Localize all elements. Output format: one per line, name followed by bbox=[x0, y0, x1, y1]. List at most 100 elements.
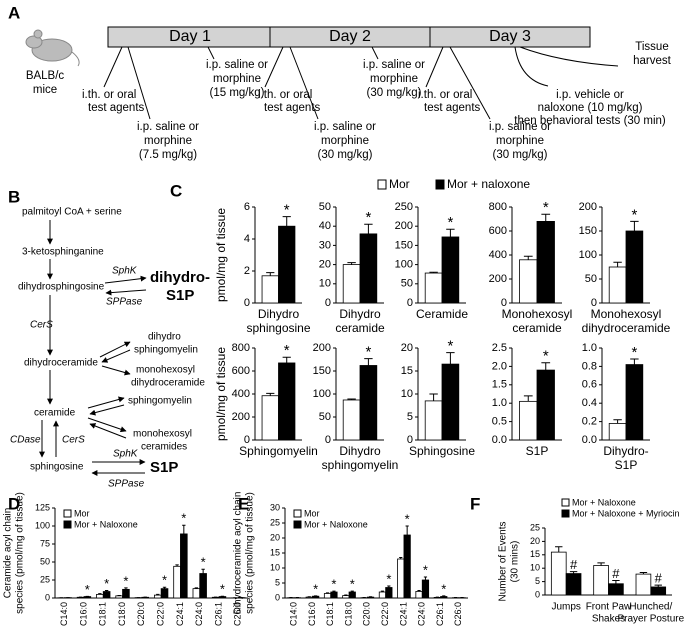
significance-marker: * bbox=[441, 581, 446, 596]
y-tick-label: 0 bbox=[535, 589, 540, 599]
y-tick-label: 30 bbox=[319, 239, 331, 251]
x-tick-label: Dihydro bbox=[258, 307, 300, 321]
timeline-leaders bbox=[103, 46, 619, 120]
pathway-node: sphingosine bbox=[30, 462, 84, 473]
pathway-node: ceramides bbox=[141, 442, 187, 453]
bar bbox=[278, 362, 296, 441]
bar bbox=[608, 423, 627, 441]
y-tick-label: 150 bbox=[579, 225, 597, 237]
error-bar bbox=[194, 587, 199, 589]
y-tick-label: 100 bbox=[35, 520, 50, 530]
bar bbox=[650, 586, 667, 596]
legend-label: Mor bbox=[74, 508, 90, 518]
error-bar bbox=[350, 590, 354, 592]
y-axis-label: Number of Events bbox=[498, 521, 509, 601]
y-tick-label: 100 bbox=[395, 259, 413, 271]
bar bbox=[565, 573, 582, 596]
y-tick-label: 0.0 bbox=[492, 434, 507, 446]
error-bar bbox=[630, 220, 639, 231]
bar bbox=[625, 364, 644, 441]
x-tick-label: C26:1 bbox=[435, 602, 445, 626]
x-tick-label: C20:0 bbox=[362, 602, 372, 626]
bar bbox=[441, 236, 460, 304]
bar bbox=[519, 400, 538, 441]
pathway-node: dihydroceramide bbox=[131, 378, 205, 389]
legend-swatch bbox=[561, 509, 570, 518]
error-bar bbox=[446, 228, 455, 237]
error-bar bbox=[399, 557, 403, 559]
significance-marker: * bbox=[331, 577, 336, 592]
y-axis-label: (30 mins) bbox=[510, 541, 521, 583]
legend-label: Mor bbox=[304, 508, 320, 518]
error-bar bbox=[654, 584, 662, 587]
significance-marker: * bbox=[631, 206, 637, 223]
panel-label: C bbox=[170, 181, 182, 200]
error-bar bbox=[332, 590, 336, 592]
y-tick-label: 4 bbox=[244, 233, 250, 245]
y-tick-label: 200 bbox=[579, 201, 597, 213]
y-tick-label: 10 bbox=[270, 562, 280, 572]
significance-marker: * bbox=[350, 577, 355, 592]
y-tick-label: 600 bbox=[232, 365, 250, 377]
y-tick-label: 400 bbox=[232, 388, 250, 400]
error-bar bbox=[442, 595, 446, 597]
pathway-node: monohexosyl bbox=[136, 365, 195, 376]
error-bar bbox=[423, 576, 428, 580]
error-bar bbox=[162, 586, 167, 589]
note: (7.5 mg/kg) bbox=[139, 149, 197, 161]
bar bbox=[261, 395, 279, 441]
y-tick-label: 600 bbox=[489, 225, 507, 237]
panel-label: F bbox=[470, 494, 480, 513]
x-tick-label: C24:0 bbox=[194, 602, 204, 626]
y-tick-label: 2 bbox=[244, 265, 250, 277]
enzyme: SPPase bbox=[106, 297, 143, 308]
enzyme: SphK bbox=[113, 449, 139, 460]
y-tick-label: 0 bbox=[244, 297, 250, 309]
pathway-node: S1P bbox=[166, 287, 194, 304]
pathway-node: 3-ketosphinganine bbox=[22, 247, 104, 258]
enzyme: CerS bbox=[62, 435, 85, 446]
y-tick-label: 30 bbox=[270, 502, 280, 512]
bar bbox=[441, 363, 460, 441]
bar bbox=[415, 591, 423, 599]
legend-swatch bbox=[63, 509, 72, 518]
significance-marker: * bbox=[365, 344, 371, 361]
bar bbox=[261, 275, 279, 304]
day-label: Day 1 bbox=[169, 28, 211, 45]
bar bbox=[199, 573, 207, 599]
y-tick-label: 0 bbox=[45, 592, 50, 602]
x-tick-label: C16:0 bbox=[78, 602, 88, 626]
error-bar bbox=[380, 590, 385, 592]
error-bar bbox=[446, 352, 455, 365]
bar bbox=[192, 588, 201, 599]
error-bar bbox=[98, 593, 102, 595]
x-tick-label: ceramide bbox=[512, 321, 562, 335]
x-tick-label: C20:0 bbox=[136, 602, 146, 626]
bar bbox=[536, 220, 555, 304]
bar bbox=[323, 593, 332, 599]
legend-label: Mor + naloxone bbox=[447, 177, 530, 191]
pathway-node: dihydrosphingosine bbox=[18, 282, 105, 293]
note: i.p. vehicle or bbox=[556, 89, 624, 101]
bar bbox=[378, 591, 387, 599]
pathway-node: dihydro- bbox=[150, 269, 210, 286]
pathway-node: sphingomyelin bbox=[128, 396, 192, 407]
y-tick-label: 250 bbox=[395, 201, 413, 213]
y-tick-label: 100 bbox=[313, 388, 331, 400]
y-tick-label: 20 bbox=[319, 259, 331, 271]
x-tick-label: C14:0 bbox=[59, 602, 69, 626]
pathway-arrows bbox=[39, 220, 147, 476]
bar bbox=[403, 534, 411, 599]
error-bar bbox=[639, 571, 648, 575]
day-label: Day 2 bbox=[329, 28, 371, 45]
y-tick-label: 0.4 bbox=[582, 397, 597, 409]
error-bar bbox=[417, 590, 421, 592]
y-axis-label: Dihydroceramide acyl chain bbox=[233, 492, 244, 615]
panel-label: B bbox=[8, 187, 20, 206]
y-tick-label: 6 bbox=[244, 201, 250, 213]
note: (30 mg/kg) bbox=[493, 149, 548, 161]
note: i.p. saline or bbox=[137, 121, 199, 133]
bar bbox=[278, 225, 296, 304]
significance-marker: # bbox=[570, 557, 578, 572]
